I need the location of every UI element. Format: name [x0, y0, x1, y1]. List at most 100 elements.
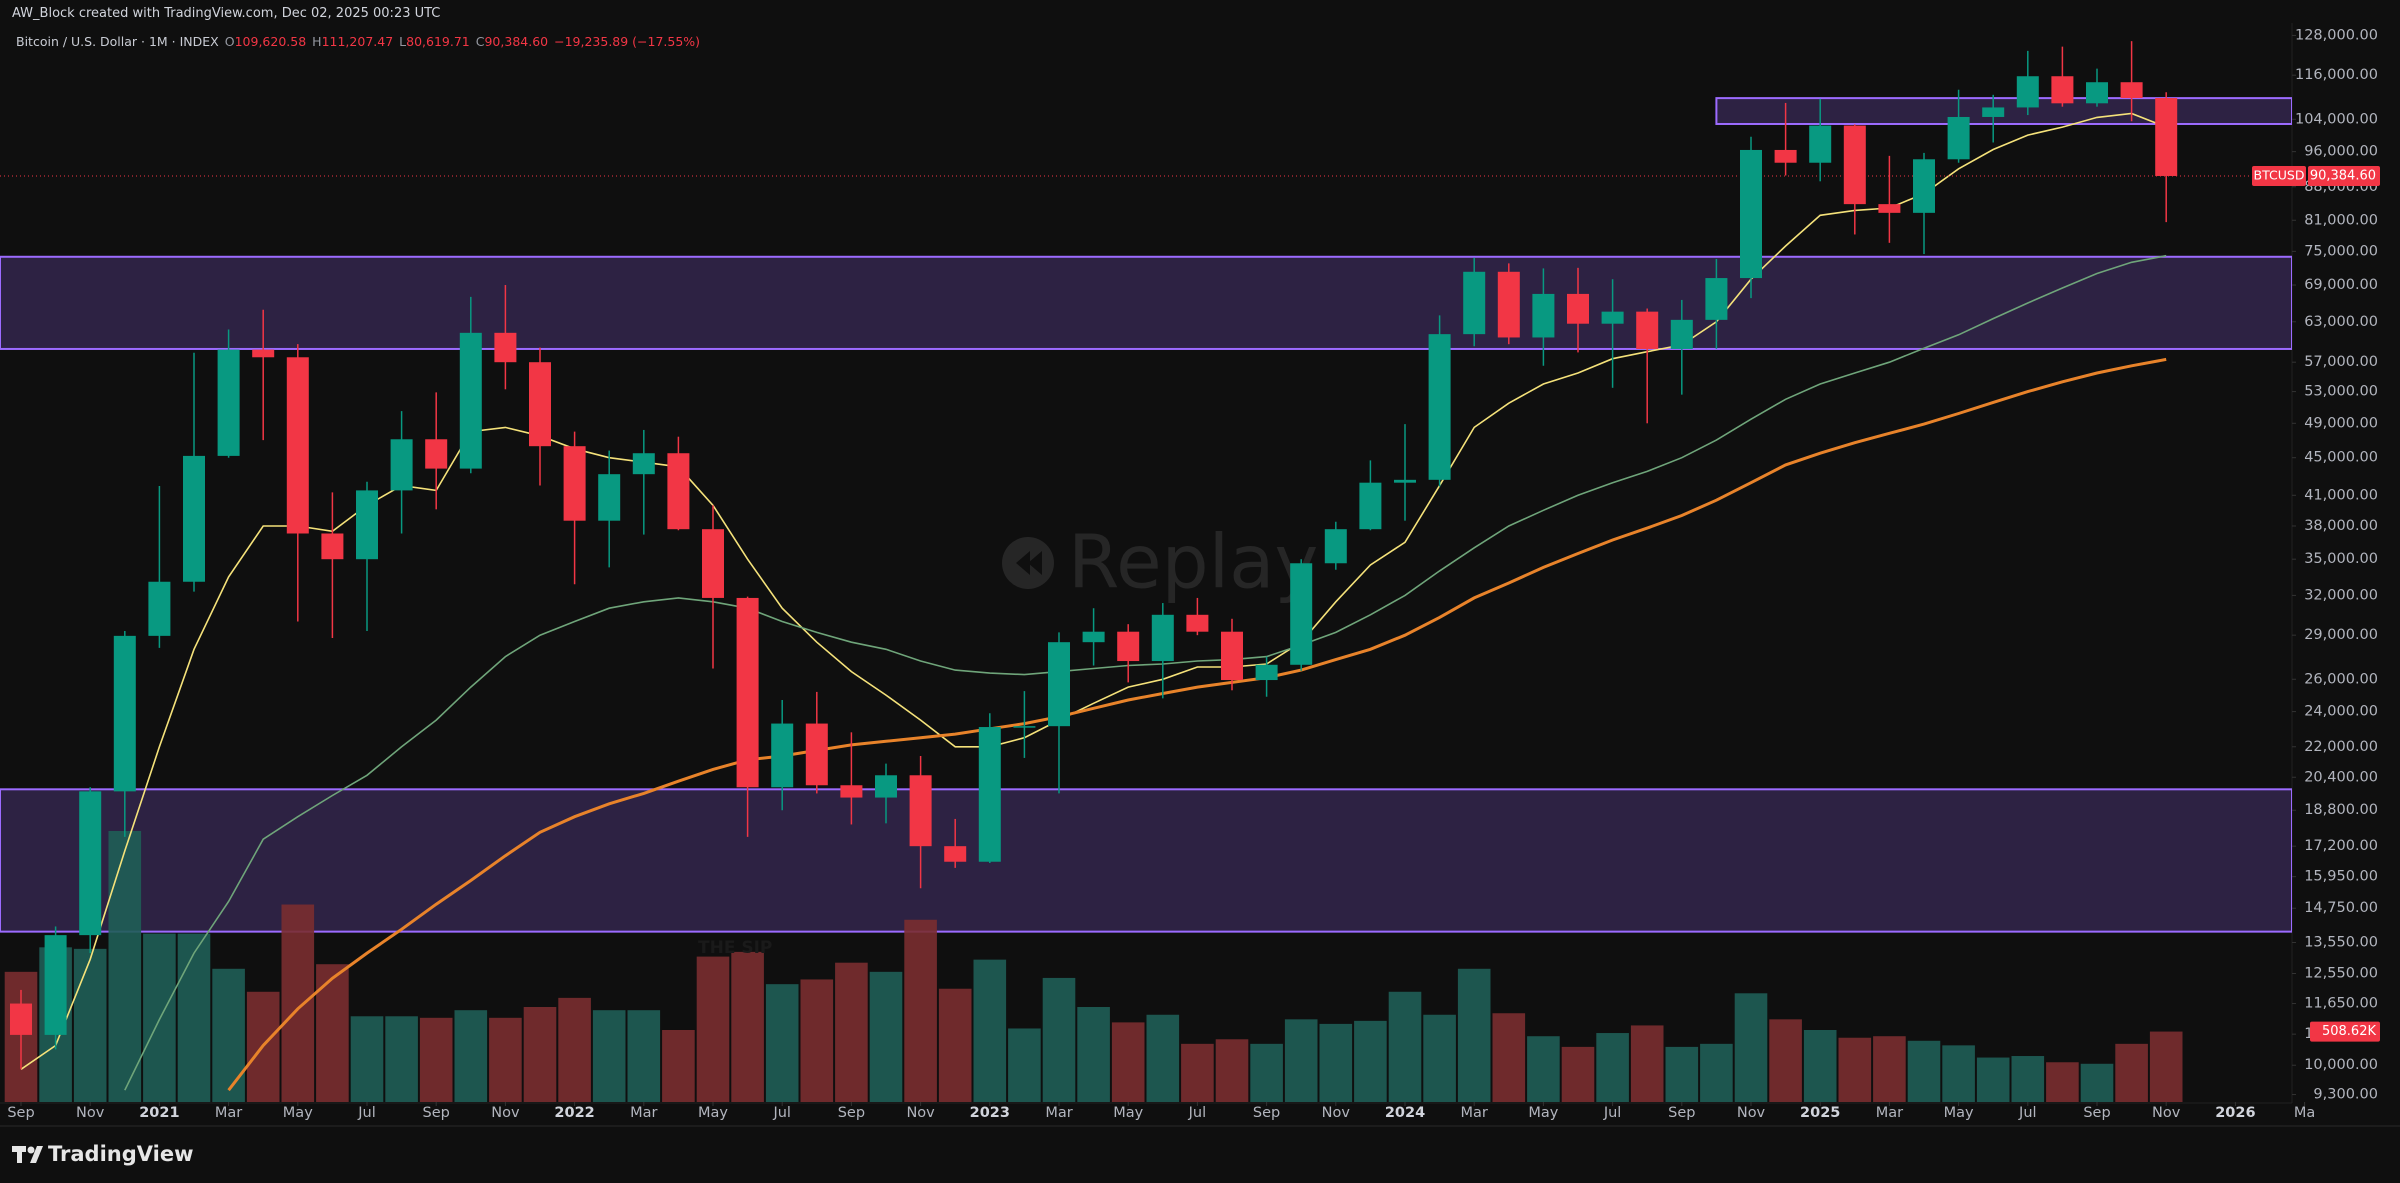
x-tick-label: Jul: [1188, 1105, 1207, 1121]
candle-body: [494, 332, 517, 363]
x-tick-label: Sep: [1253, 1105, 1280, 1121]
x-tick-label: Nov: [491, 1105, 520, 1121]
moving-average: [227, 357, 2167, 1092]
y-tick-label: 116,000.00: [2295, 67, 2378, 83]
value: 90,384.60: [484, 34, 549, 49]
volume-bar: [1527, 1036, 1560, 1102]
volume-bar: [1008, 1028, 1041, 1102]
candle-body: [44, 935, 67, 1035]
volume-bar: [1700, 1043, 1733, 1102]
y-tick-label: 41,000.00: [2304, 487, 2378, 503]
x-tick-label: Nov: [76, 1105, 105, 1121]
price-symbol: BTCUSD: [2254, 167, 2305, 182]
y-tick-label: 32,000.00: [2304, 587, 2378, 603]
zone: [0, 788, 2292, 933]
candle-body: [1878, 204, 1901, 213]
candle-body: [632, 453, 655, 475]
volume-label-box: [2310, 1021, 2380, 1042]
volume-bar: [2080, 1063, 2114, 1102]
candle-body: [1740, 149, 1762, 279]
volume-bar: [696, 956, 730, 1102]
moving-average: [20, 112, 2167, 1070]
volume-bar: [869, 971, 903, 1102]
volume-bar: [1319, 1023, 1353, 1102]
candle-body: [2120, 82, 2143, 99]
volume-bar: [1734, 993, 1768, 1102]
moving-average: [124, 254, 2167, 1091]
candle-body: [1532, 293, 1555, 338]
candle-body: [286, 357, 309, 534]
volume-bar: [1907, 1040, 1941, 1102]
candle-body: [2086, 82, 2108, 104]
volume-bar: [973, 959, 1007, 1102]
credit: AW_Block created with TradingView.com, D…: [12, 6, 441, 21]
candle-body: [1705, 278, 1728, 320]
logo-part: [27, 1146, 35, 1154]
y-tick-label: 29,000.00: [2304, 627, 2378, 643]
x-tick-label: Mar: [215, 1105, 242, 1121]
logo-part: [30, 1146, 43, 1163]
y-tick-label: 20,400.00: [2304, 769, 2378, 785]
x-tick-label: Mar: [1045, 1105, 1072, 1121]
candle-body: [252, 349, 275, 358]
price-symbol-box: [2252, 165, 2306, 186]
plot-area: Replay THE SIP: [0, 41, 2292, 1102]
volume-bar: [489, 1017, 522, 1102]
y-tick-label: 57,000.00: [2304, 354, 2378, 370]
y-tick-label: 75,000.00: [2304, 243, 2378, 259]
x-tick-label: Nov: [906, 1105, 935, 1121]
x-tick-label: May: [1528, 1105, 1558, 1121]
x-tick-label: Mar: [630, 1105, 657, 1121]
volume-bar: [1042, 977, 1076, 1102]
volume-bar: [1354, 1020, 1387, 1102]
logo-part: [17, 1146, 22, 1163]
x-tick-label: Mar: [1461, 1105, 1488, 1121]
volume-bar: [1873, 1036, 1906, 1102]
y-tick-label: 24,000.00: [2304, 704, 2378, 720]
candle-body: [1843, 125, 1866, 205]
volume-bar: [835, 962, 868, 1102]
candle-body: [1670, 319, 1693, 349]
candle-body: [1117, 631, 1140, 662]
volume-bar: [662, 1029, 695, 1102]
volume-bar: [73, 948, 107, 1102]
volume-bar: [2046, 1062, 2079, 1102]
candle-body: [1151, 614, 1174, 662]
y-tick-label: 38,000.00: [2304, 518, 2378, 534]
candle-body: [113, 635, 136, 792]
y-tick-label: 81,000.00: [2304, 212, 2378, 228]
volume-bar: [592, 1010, 626, 1102]
candle-body: [840, 785, 863, 798]
y-tick-label: 11,650.00: [2304, 996, 2378, 1012]
volume-bar: [316, 964, 349, 1102]
candle-body: [390, 439, 413, 491]
y-tick-label: 14,750.00: [2304, 900, 2378, 916]
volume-bar: [938, 988, 972, 1102]
x-tick-label: 2023: [970, 1105, 1010, 1121]
y-tick-label: 22,000.00: [2304, 739, 2378, 755]
y-tick-label: 17,200.00: [2304, 838, 2378, 854]
volume-bar: [212, 968, 245, 1102]
volume-bar: [1388, 991, 1422, 1102]
x-tick-label: Sep: [1668, 1105, 1695, 1121]
x-tick-label: May: [698, 1105, 728, 1121]
volume-bar: [558, 997, 591, 1102]
candle-body: [1463, 271, 1486, 335]
candle-body: [805, 723, 828, 786]
volume-bar: [2011, 1056, 2045, 1102]
candle-body: [1186, 614, 1209, 632]
volume-bar: [1146, 1014, 1180, 1102]
y-tick-label: 49,000.00: [2304, 415, 2378, 431]
x-tick-label: Sep: [7, 1105, 34, 1121]
volume-bar: [1838, 1037, 1872, 1102]
candle-body: [459, 332, 482, 469]
candle-body: [598, 474, 621, 521]
y-tick-label: 18,800.00: [2304, 802, 2378, 818]
brand-logo: [12, 1146, 43, 1163]
candle-body: [667, 453, 690, 530]
candle-body: [875, 775, 897, 798]
candle-body: [1013, 726, 1036, 728]
volume-bar: [419, 1017, 453, 1102]
x-tick-label: Mar: [1876, 1105, 1903, 1121]
